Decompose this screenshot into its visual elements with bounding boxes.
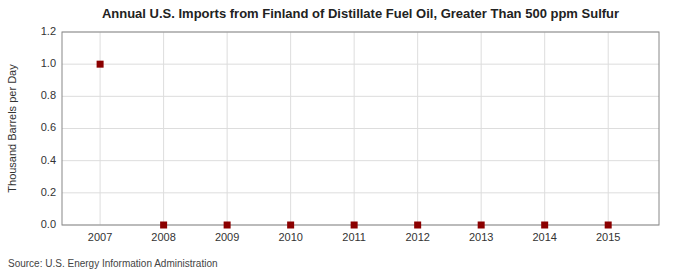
y-tick-label: 0.6	[41, 121, 56, 133]
x-tick-label: 2013	[469, 231, 493, 243]
plot-frame	[62, 32, 659, 225]
point	[541, 222, 548, 229]
x-grid-line	[290, 32, 291, 225]
x-grid-line	[544, 32, 545, 225]
x-tick-label: 2011	[342, 231, 366, 243]
point	[351, 222, 358, 229]
plot-area	[62, 32, 659, 225]
grid	[62, 32, 659, 225]
x-grid-line	[354, 32, 355, 225]
points	[97, 61, 612, 229]
y-tick-label: 1.0	[41, 57, 56, 69]
x-tick-label: 2014	[532, 231, 556, 243]
x-tick-label: 2010	[278, 231, 302, 243]
x-tick-label: 2007	[88, 231, 112, 243]
y-tick-label: 0.8	[41, 89, 56, 101]
point	[605, 222, 612, 229]
point	[224, 222, 231, 229]
y-axis-label: Thousand Barrels per Day	[6, 64, 18, 193]
y-grid-line	[62, 96, 659, 97]
x-grid-line	[417, 32, 418, 225]
y-tick-label: 0.0	[41, 218, 56, 230]
x-tick-label: 2012	[405, 231, 429, 243]
x-grid-line	[163, 32, 164, 225]
point	[478, 222, 485, 229]
y-grid-line	[62, 160, 659, 161]
chart-svg: 0.0 0.2 0.4 0.6 0.8 1.0 1.2 2007 2008 2009 2010 201…	[0, 0, 675, 275]
x-tick-label: 2008	[151, 231, 175, 243]
source-note: Source: U.S. Energy Information Administ…	[8, 258, 218, 269]
y-grid-line	[62, 192, 659, 193]
x-tick-label: 2015	[596, 231, 620, 243]
chart-container: 0.0 0.2 0.4 0.6 0.8 1.0 1.2 2007 2008 2009 2010 201…	[0, 0, 675, 275]
title: Annual U.S. Imports from Finland of Dist…	[102, 6, 619, 21]
y-tick-label: 1.2	[41, 25, 56, 37]
point	[287, 222, 294, 229]
y-tick-label: 0.4	[41, 154, 56, 166]
point	[160, 222, 167, 229]
x-grid-line	[481, 32, 482, 225]
x-grid-line	[608, 32, 609, 225]
x-grid-line	[227, 32, 228, 225]
y-grid-line	[62, 64, 659, 65]
x-tick-label: 2009	[215, 231, 239, 243]
point	[414, 222, 421, 229]
tick-labels: 0.0 0.2 0.4 0.6 0.8 1.0 1.2 2007 2008 2009 2010 201…	[41, 25, 621, 243]
y-tick-label: 0.2	[41, 186, 56, 198]
y-grid-line	[62, 128, 659, 129]
point	[97, 61, 104, 68]
